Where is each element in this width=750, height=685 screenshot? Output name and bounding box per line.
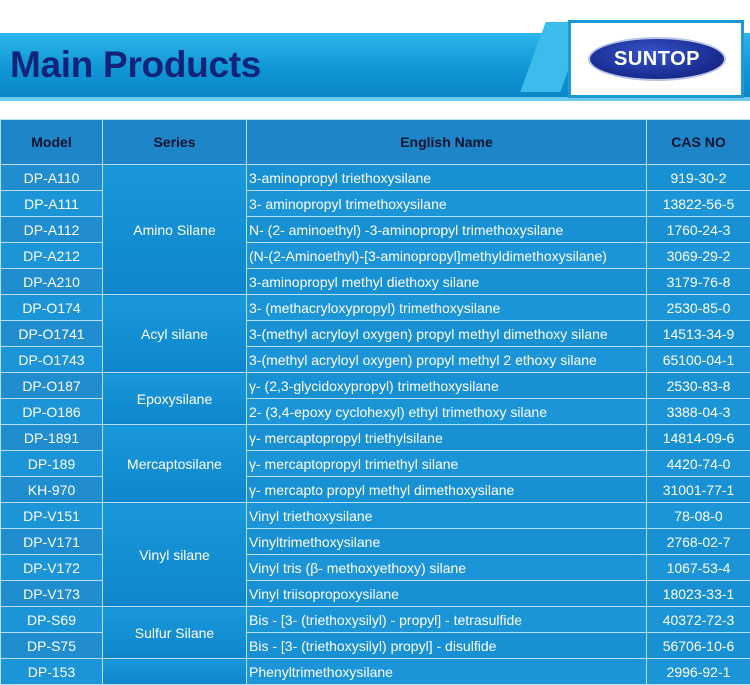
- header-banner: Main Products SUNTOP: [0, 0, 750, 104]
- model-cell: DP-A111: [1, 191, 103, 217]
- model-cell: DP-A210: [1, 269, 103, 295]
- series-cell: Sulfur Silane: [103, 607, 247, 659]
- english-name-cell: 2- (3,4-epoxy cyclohexyl) ethyl trimetho…: [247, 399, 647, 425]
- model-cell: DP-O174: [1, 295, 103, 321]
- logo: SUNTOP: [568, 20, 744, 98]
- english-name-cell: γ- mercapto propyl methyl dimethoxysilan…: [247, 477, 647, 503]
- english-name-cell: Phenyltrimethoxysilane: [247, 659, 647, 685]
- series-cell: Amino Silane: [103, 165, 247, 295]
- cas-no-cell: 919-30-2: [647, 165, 750, 191]
- column-header-model: Model: [1, 120, 103, 165]
- cas-no-cell: 65100-04-1: [647, 347, 750, 373]
- model-cell: DP-V151: [1, 503, 103, 529]
- cas-no-cell: 1760-24-3: [647, 217, 750, 243]
- cas-no-cell: 13822-56-5: [647, 191, 750, 217]
- model-cell: DP-O1743: [1, 347, 103, 373]
- english-name-cell: 3- (methacryloxypropyl) trimethoxysilane: [247, 295, 647, 321]
- model-cell: DP-V172: [1, 555, 103, 581]
- cas-no-cell: 4420-74-0: [647, 451, 750, 477]
- english-name-cell: Vinyltrimethoxysilane: [247, 529, 647, 555]
- english-name-cell: γ- mercaptopropyl triethylsilane: [247, 425, 647, 451]
- cas-no-cell: 56706-10-6: [647, 633, 750, 659]
- cas-no-cell: 31001-77-1: [647, 477, 750, 503]
- logo-text: SUNTOP: [590, 39, 724, 79]
- english-name-cell: Bis - [3- (triethoxysilyl) propyl] - dis…: [247, 633, 647, 659]
- model-cell: DP-O186: [1, 399, 103, 425]
- model-cell: DP-A110: [1, 165, 103, 191]
- model-cell: DP-O1741: [1, 321, 103, 347]
- english-name-cell: Bis - [3- (triethoxysilyl) - propyl] - t…: [247, 607, 647, 633]
- page-title: Main Products: [10, 44, 261, 86]
- cas-no-cell: 2768-02-7: [647, 529, 750, 555]
- english-name-cell: Vinyl triethoxysilane: [247, 503, 647, 529]
- cas-no-cell: 78-08-0: [647, 503, 750, 529]
- model-cell: KH-970: [1, 477, 103, 503]
- model-cell: DP-O187: [1, 373, 103, 399]
- model-cell: DP-1891: [1, 425, 103, 451]
- series-cell: Epoxysilane: [103, 373, 247, 425]
- model-cell: DP-V173: [1, 581, 103, 607]
- series-cell: Vinyl silane: [103, 503, 247, 607]
- english-name-cell: N- (2- aminoethyl) -3-aminopropyl trimet…: [247, 217, 647, 243]
- english-name-cell: 3-(methyl acryloyl oxygen) propyl methyl…: [247, 347, 647, 373]
- products-table: Model Series English Name CAS NO DP-A110…: [0, 119, 750, 685]
- cas-no-cell: 14513-34-9: [647, 321, 750, 347]
- series-cell: Acyl silane: [103, 295, 247, 373]
- table-header-row: Model Series English Name CAS NO: [1, 120, 750, 165]
- model-cell: DP-V171: [1, 529, 103, 555]
- series-cell: Mercaptosilane: [103, 425, 247, 503]
- cas-no-cell: 18023-33-1: [647, 581, 750, 607]
- cas-no-cell: 3069-29-2: [647, 243, 750, 269]
- model-cell: DP-A112: [1, 217, 103, 243]
- model-cell: DP-S69: [1, 607, 103, 633]
- cas-no-cell: 2530-85-0: [647, 295, 750, 321]
- english-name-cell: Vinyl tris (β- methoxyethoxy) silane: [247, 555, 647, 581]
- cas-no-cell: 3179-76-8: [647, 269, 750, 295]
- cas-no-cell: 3388-04-3: [647, 399, 750, 425]
- logo-oval: SUNTOP: [588, 37, 726, 81]
- cas-no-cell: 40372-72-3: [647, 607, 750, 633]
- cas-no-cell: 2530-83-8: [647, 373, 750, 399]
- english-name-cell: γ- (2,3-glycidoxypropyl) trimethoxysilan…: [247, 373, 647, 399]
- english-name-cell: 3-(methyl acryloyl oxygen) propyl methyl…: [247, 321, 647, 347]
- series-cell: [103, 659, 247, 685]
- english-name-cell: (N-(2-Aminoethyl)-[3-aminopropyl]methyld…: [247, 243, 647, 269]
- cas-no-cell: 2996-92-1: [647, 659, 750, 685]
- english-name-cell: 3-aminopropyl triethoxysilane: [247, 165, 647, 191]
- column-header-english-name: English Name: [247, 120, 647, 165]
- english-name-cell: 3- aminopropyl trimethoxysilane: [247, 191, 647, 217]
- cas-no-cell: 1067-53-4: [647, 555, 750, 581]
- model-cell: DP-153: [1, 659, 103, 685]
- english-name-cell: Vinyl triisopropoxysilane: [247, 581, 647, 607]
- model-cell: DP-189: [1, 451, 103, 477]
- column-header-series: Series: [103, 120, 247, 165]
- column-header-cas-no: CAS NO: [647, 120, 750, 165]
- english-name-cell: 3-aminopropyl methyl diethoxy silane: [247, 269, 647, 295]
- english-name-cell: γ- mercaptopropyl trimethyl silane: [247, 451, 647, 477]
- cas-no-cell: 14814-09-6: [647, 425, 750, 451]
- model-cell: DP-A212: [1, 243, 103, 269]
- model-cell: DP-S75: [1, 633, 103, 659]
